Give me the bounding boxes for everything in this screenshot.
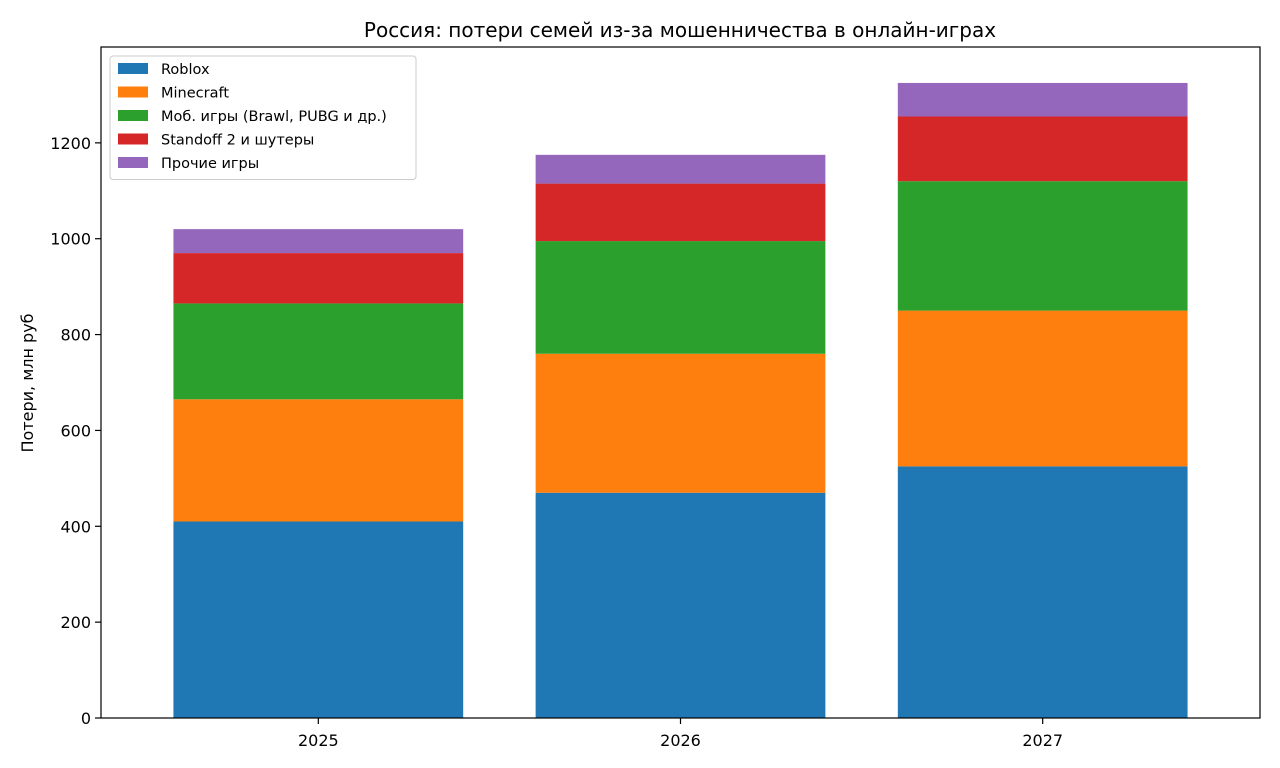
bar-segment [173,521,464,718]
bar-segment [897,310,1188,467]
x-tick-label: 2025 [298,731,339,750]
legend-label: Моб. игры (Brawl, PUBG и др.) [161,109,387,125]
bar-segment [535,492,826,718]
y-tick-label: 400 [60,517,91,536]
legend-label: Minecraft [161,86,229,102]
legend-swatch [118,86,148,98]
legend-swatch [118,63,148,74]
legend: Roblox Minecraft Моб. игры (Brawl, PUBG и … [109,55,417,180]
x-tick-label: 2026 [660,731,701,750]
plot-frame [100,46,1261,719]
legend-swatch [118,110,148,121]
bar-segment [897,116,1188,182]
legend-box [109,55,417,180]
legend-swatch [118,133,148,145]
bar-segment [535,183,826,242]
bar-stacks [173,82,1188,718]
bar-segment [173,303,464,400]
legend-label: Прочие игры [161,156,259,172]
bar-segment [535,353,826,493]
y-axis-ticks: 0 200 400 600 800 1000 1200 [50,134,101,728]
bar-segment [173,399,464,522]
bar-segment [173,253,464,304]
legend-swatch [118,157,148,168]
chart-title: Россия: потери семей из-за мошенничества… [364,18,996,42]
bar-segment [897,82,1188,117]
y-tick-label: 200 [60,613,91,632]
y-tick-label: 1000 [50,230,91,249]
y-tick-label: 600 [60,421,91,440]
bar-segment [535,241,826,354]
legend-label: Roblox [161,62,210,78]
legend-label: Standoff 2 и шутеры [161,133,314,149]
bar-segment [535,154,826,184]
x-axis-ticks: 2025 2026 2027 [298,718,1063,750]
y-tick-label: 1200 [50,134,91,153]
bar-segment [173,229,464,254]
y-axis-label: Потери, млн руб [18,313,37,452]
x-tick-label: 2027 [1022,731,1063,750]
y-tick-label: 800 [60,326,91,345]
bar-segment [897,181,1188,311]
bar-segment [897,466,1188,718]
y-tick-label: 0 [81,709,91,728]
